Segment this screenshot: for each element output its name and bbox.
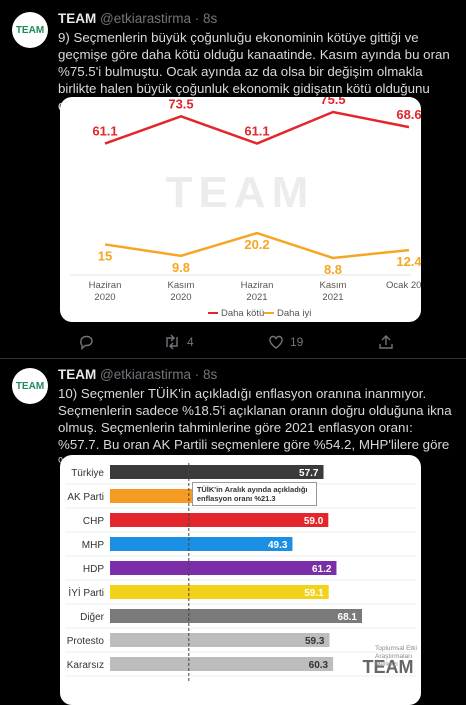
retweet-button[interactable]: 4	[163, 334, 194, 350]
x-tick-label: Haziran 2021	[240, 280, 274, 303]
chart-image[interactable]: TEAM 61.1 73.5 61.1 75.5 68.6 Daha kötü 15 9.8 20…	[60, 97, 421, 322]
value-label: 60.3	[309, 660, 329, 671]
annotation: TÜİK'in Aralık ayında açıkladığı enflasy…	[191, 482, 317, 506]
category-label: İYİ Parti	[68, 586, 104, 599]
data-label: 15	[98, 248, 112, 263]
category-label: Diğer	[80, 612, 105, 623]
x-tick-label: Ocak 2022	[386, 280, 421, 291]
reply-icon	[80, 335, 93, 350]
bar	[110, 537, 293, 551]
chart-svg: TEAM 61.1 73.5 61.1 75.5 68.6 Daha kötü 15 9.8 20…	[70, 97, 421, 319]
separator	[0, 358, 466, 359]
value-label: 61.2	[312, 564, 332, 575]
data-label: 75.5	[320, 97, 345, 107]
value-label: 49.3	[268, 540, 288, 551]
tweet-text: 9) Seçmenlerin büyük çoğunluğu ekonomini…	[58, 30, 450, 113]
category-label: CHP	[83, 516, 104, 527]
legend-label: Daha kötü	[221, 308, 264, 319]
value-label: 57.7	[299, 468, 319, 479]
data-label: 20.2	[244, 237, 269, 252]
data-label: 61.1	[92, 124, 117, 139]
time: · 8s	[194, 11, 218, 26]
tweet-header: TEAM @etkiarastirma · 8s	[58, 11, 217, 26]
logo: TEAM	[363, 657, 414, 677]
line	[104, 110, 410, 145]
retweet-count: 4	[187, 335, 194, 349]
data-label: 8.8	[324, 262, 342, 277]
bar	[110, 465, 324, 479]
category-label: Türkiye	[71, 468, 104, 479]
category-label: Kararsız	[67, 660, 104, 671]
data-label: 61.1	[244, 124, 269, 139]
reply-button[interactable]	[78, 334, 94, 350]
tweet-header: TEAM @etkiarastirma · 8s	[58, 367, 217, 382]
share-button[interactable]	[378, 334, 394, 350]
category-label: MHP	[82, 540, 105, 551]
bar	[110, 633, 330, 647]
x-tick-label: Kasım 2020	[167, 280, 195, 303]
bar	[110, 609, 362, 623]
data-label: 73.5	[168, 97, 193, 111]
like-button[interactable]: 19	[268, 334, 303, 350]
data-label: 68.6	[396, 107, 421, 122]
watermark: TEAM	[166, 168, 315, 217]
category-label: Protesto	[67, 636, 105, 647]
logo-subtitle: Toplumsal Etki Araştırmaları Merkezi	[375, 645, 417, 668]
handle[interactable]: @etkiarastirma	[100, 11, 191, 26]
x-tick-label: Haziran 2020	[88, 280, 122, 303]
retweet-icon	[166, 334, 178, 350]
like-icon	[269, 335, 283, 349]
author[interactable]: TEAM	[58, 367, 97, 382]
data-label: 9.8	[172, 260, 190, 275]
bar	[110, 657, 334, 671]
value-label: 59.3	[305, 636, 325, 647]
value-label: 68.1	[338, 612, 358, 623]
category-label: HDP	[83, 564, 104, 575]
tweet-text: 10) Seçmenler TÜİK'in açıkladığı enflasy…	[58, 386, 452, 469]
bar	[110, 561, 337, 575]
value-label: 59.1	[304, 588, 324, 599]
share-icon	[379, 335, 393, 349]
bar	[110, 585, 329, 599]
category-label: AK Parti	[67, 492, 104, 503]
x-tick-label: Kasım 2021	[319, 280, 347, 303]
bar	[110, 513, 329, 527]
line	[104, 231, 410, 260]
author[interactable]: TEAM	[58, 11, 97, 26]
handle[interactable]: @etkiarastirma	[100, 367, 191, 382]
time: · 8s	[194, 367, 218, 382]
data-label: 12.4	[396, 254, 421, 269]
legend-label: Daha iyi	[277, 308, 311, 319]
like-count: 19	[290, 335, 304, 349]
avatar[interactable]: TEAM	[12, 368, 48, 404]
avatar[interactable]: TEAM	[12, 12, 48, 48]
value-label: 59.0	[304, 516, 324, 527]
